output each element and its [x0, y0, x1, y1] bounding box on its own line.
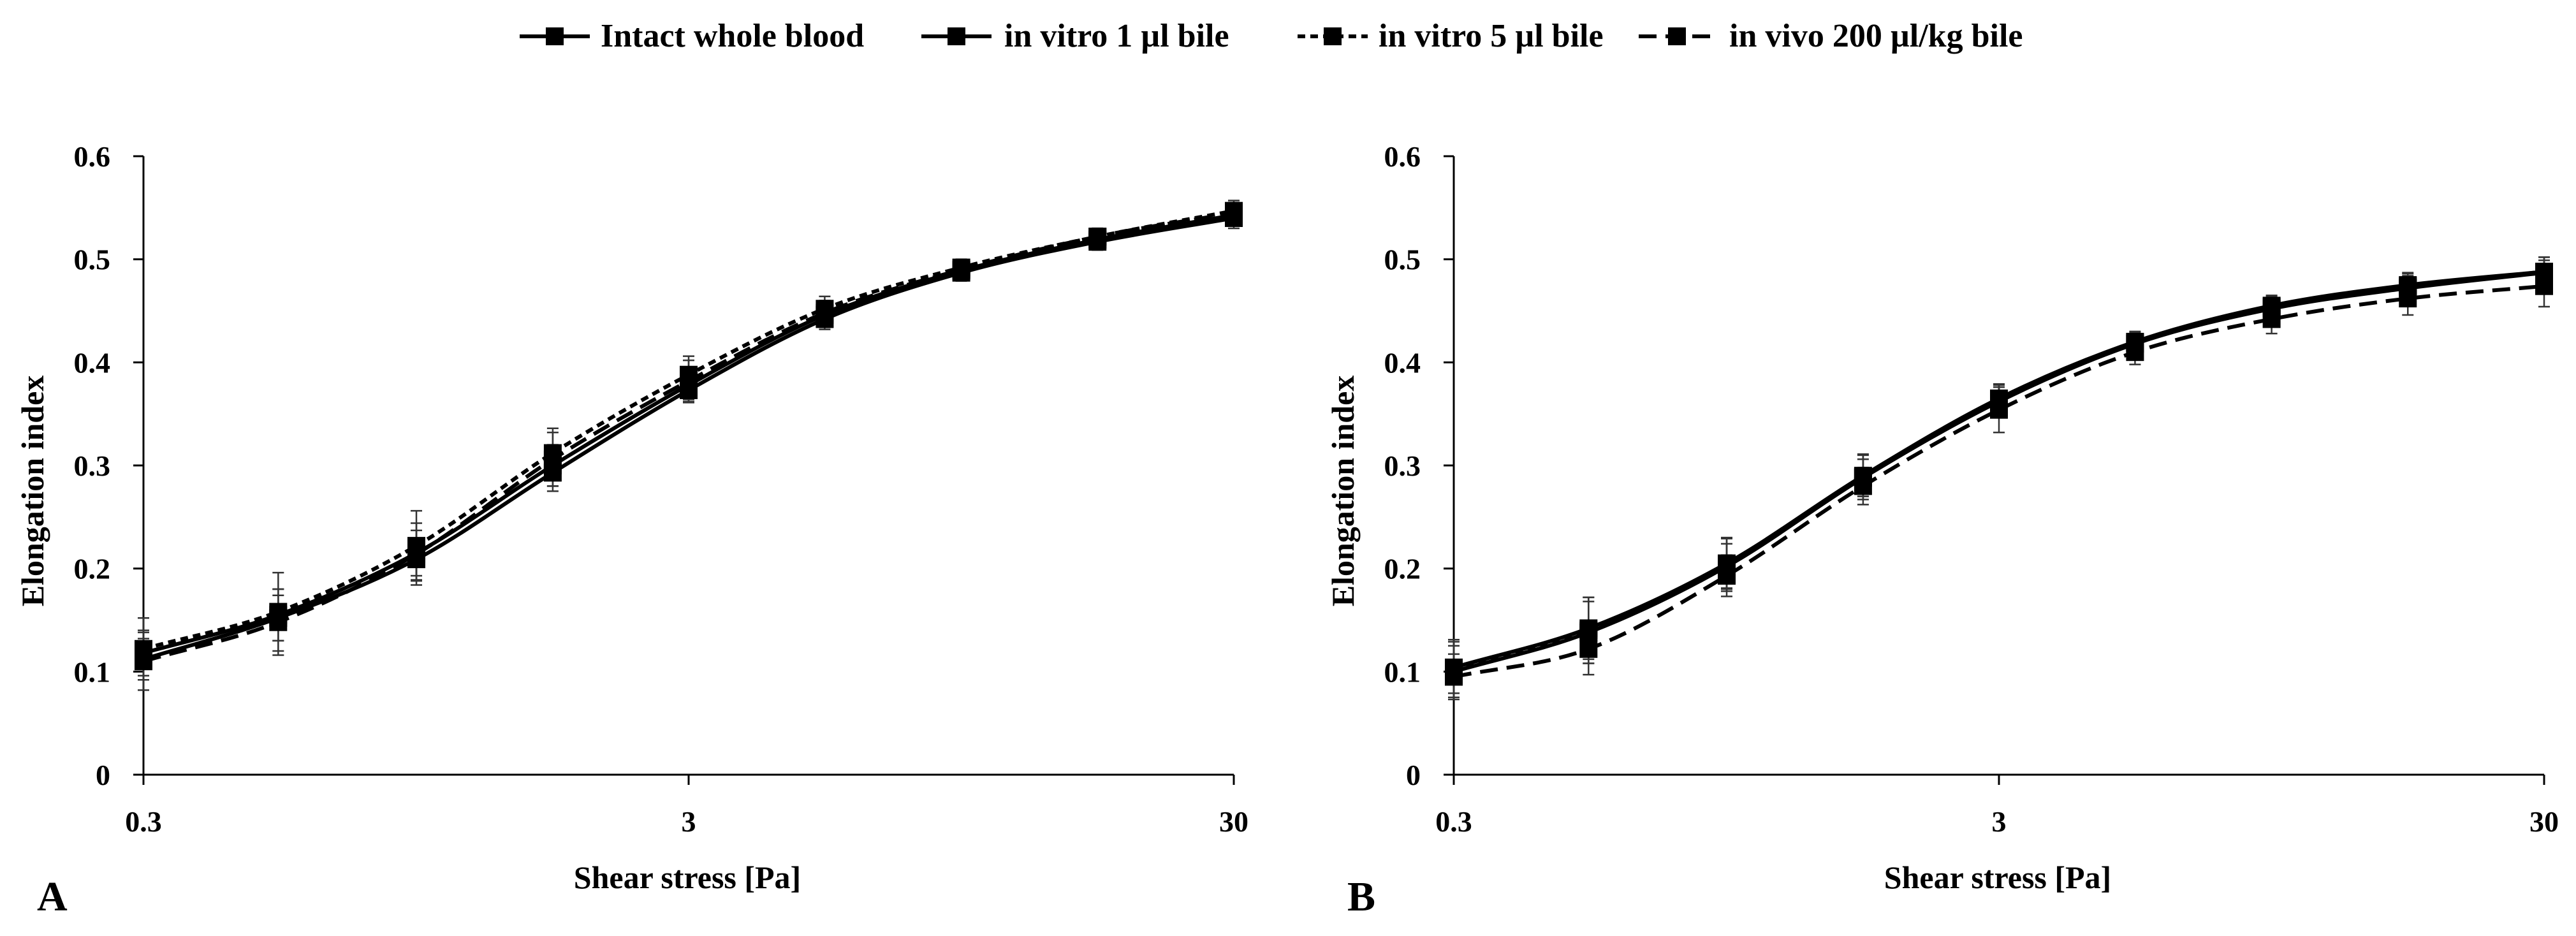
panel-a-x-tick-label: 3 — [682, 805, 696, 838]
panel-b-y-tick-label: 0.5 — [1384, 244, 1421, 276]
legend-marker-vitro5 — [1324, 27, 1342, 45]
panel-b-x-tick-label: 0.3 — [1435, 805, 1472, 838]
panel-a-chart: A Shear stress [Pa] Elongation index 0 0.… — [15, 140, 1248, 920]
panel-a-point-vivo — [952, 260, 970, 279]
legend-label-vivo: in vivo 200 µl/kg bile — [1729, 18, 2023, 54]
panel-b-point-vivo — [2399, 289, 2417, 308]
legend: Intact whole blood in vitro 1 µl bile in… — [520, 18, 2023, 54]
legend-label-intact: Intact whole blood — [601, 18, 864, 54]
panel-b-y-tick-label: 0.4 — [1384, 346, 1421, 379]
panel-a-y-tick-label: 0.4 — [74, 346, 111, 379]
panel-b-line-intact — [1453, 270, 2545, 674]
legend-label-vitro5: in vitro 5 µl bile — [1379, 18, 1604, 54]
panel-b-point-vivo — [2262, 310, 2281, 328]
panel-a-point-vivo — [1088, 228, 1107, 246]
panel-a-letter: A — [37, 874, 68, 920]
panel-a-point-vivo — [1225, 203, 1243, 222]
legend-label-vitro1: in vitro 1 µl bile — [1004, 18, 1229, 54]
panel-a-line-vitro5 — [143, 208, 1234, 651]
panel-b-line-vitro5 — [1453, 270, 2545, 671]
legend-item-intact: Intact whole blood — [520, 18, 864, 54]
panel-a-y-tick-label: 0.6 — [74, 140, 111, 173]
legend-marker-vitro1 — [948, 27, 965, 45]
panel-b-point-vitro5 — [1579, 621, 1598, 640]
panel-a-x-tick-label: 30 — [1219, 805, 1248, 838]
panel-b-y-tick-label: 0 — [1406, 759, 1421, 791]
panel-a-point-vivo — [816, 303, 834, 322]
panel-a-line-vivo — [143, 210, 1234, 664]
panel-a-line-vitro1 — [143, 213, 1234, 655]
panel-a-x-tick-label: 0.3 — [125, 805, 162, 838]
panel-a-y-tick-label: 0.3 — [74, 450, 111, 482]
panel-a-y-tick-label: 0.1 — [74, 655, 111, 688]
panel-a-point-vivo — [407, 545, 426, 564]
panel-b-point-vivo — [1990, 400, 2008, 419]
panel-b-x-axis-title: Shear stress [Pa] — [1884, 859, 2111, 895]
panel-b-letter: B — [1347, 874, 1375, 920]
legend-item-vitro5: in vitro 5 µl bile — [1298, 18, 1604, 54]
panel-a-y-tick-label: 0.5 — [74, 244, 111, 276]
panel-a-point-vivo — [269, 613, 288, 631]
panel-b-y-axis-title: Elongation index — [1325, 376, 1361, 607]
panel-b-point-vivo — [2535, 277, 2553, 295]
panel-a-x-axis-title: Shear stress [Pa] — [574, 859, 801, 895]
panel-b-point-vivo — [1579, 640, 1598, 658]
panel-b-chart: B Shear stress [Pa] Elongation index 0 0.… — [1325, 140, 2559, 920]
panel-a-point-vivo — [135, 652, 152, 671]
panel-b-y-tick-label: 0.6 — [1384, 140, 1421, 173]
legend-item-vivo: in vivo 200 µl/kg bile — [1639, 18, 2023, 54]
legend-marker-vivo — [1668, 27, 1686, 45]
panel-b-y-tick-label: 0.3 — [1384, 450, 1421, 482]
panel-a-y-axis-title: Elongation index — [15, 376, 50, 607]
panel-a-point-vivo — [543, 450, 562, 469]
panel-b-point-vivo — [1445, 668, 1463, 686]
panel-b-x-tick-label: 30 — [2529, 805, 2559, 838]
panel-b-point-vivo — [1718, 566, 1736, 585]
legend-item-vitro1: in vitro 1 µl bile — [921, 18, 1229, 54]
panel-b-y-tick-label: 0.1 — [1384, 655, 1421, 688]
panel-a-y-tick-label: 0.2 — [74, 553, 111, 585]
panel-b-line-vitro1 — [1453, 270, 2545, 669]
panel-a-line-intact — [143, 216, 1234, 661]
panel-a-y-tick-label: 0 — [96, 759, 110, 791]
legend-marker-intact — [546, 27, 564, 45]
panel-b-line-vivo — [1453, 284, 2545, 679]
panel-b-point-vivo — [2126, 343, 2144, 362]
panel-b-point-vivo — [1854, 477, 1872, 495]
panel-b-x-tick-label: 3 — [1992, 805, 2007, 838]
panel-a-point-vivo — [680, 372, 698, 390]
panel-b-y-tick-label: 0.2 — [1384, 553, 1421, 585]
